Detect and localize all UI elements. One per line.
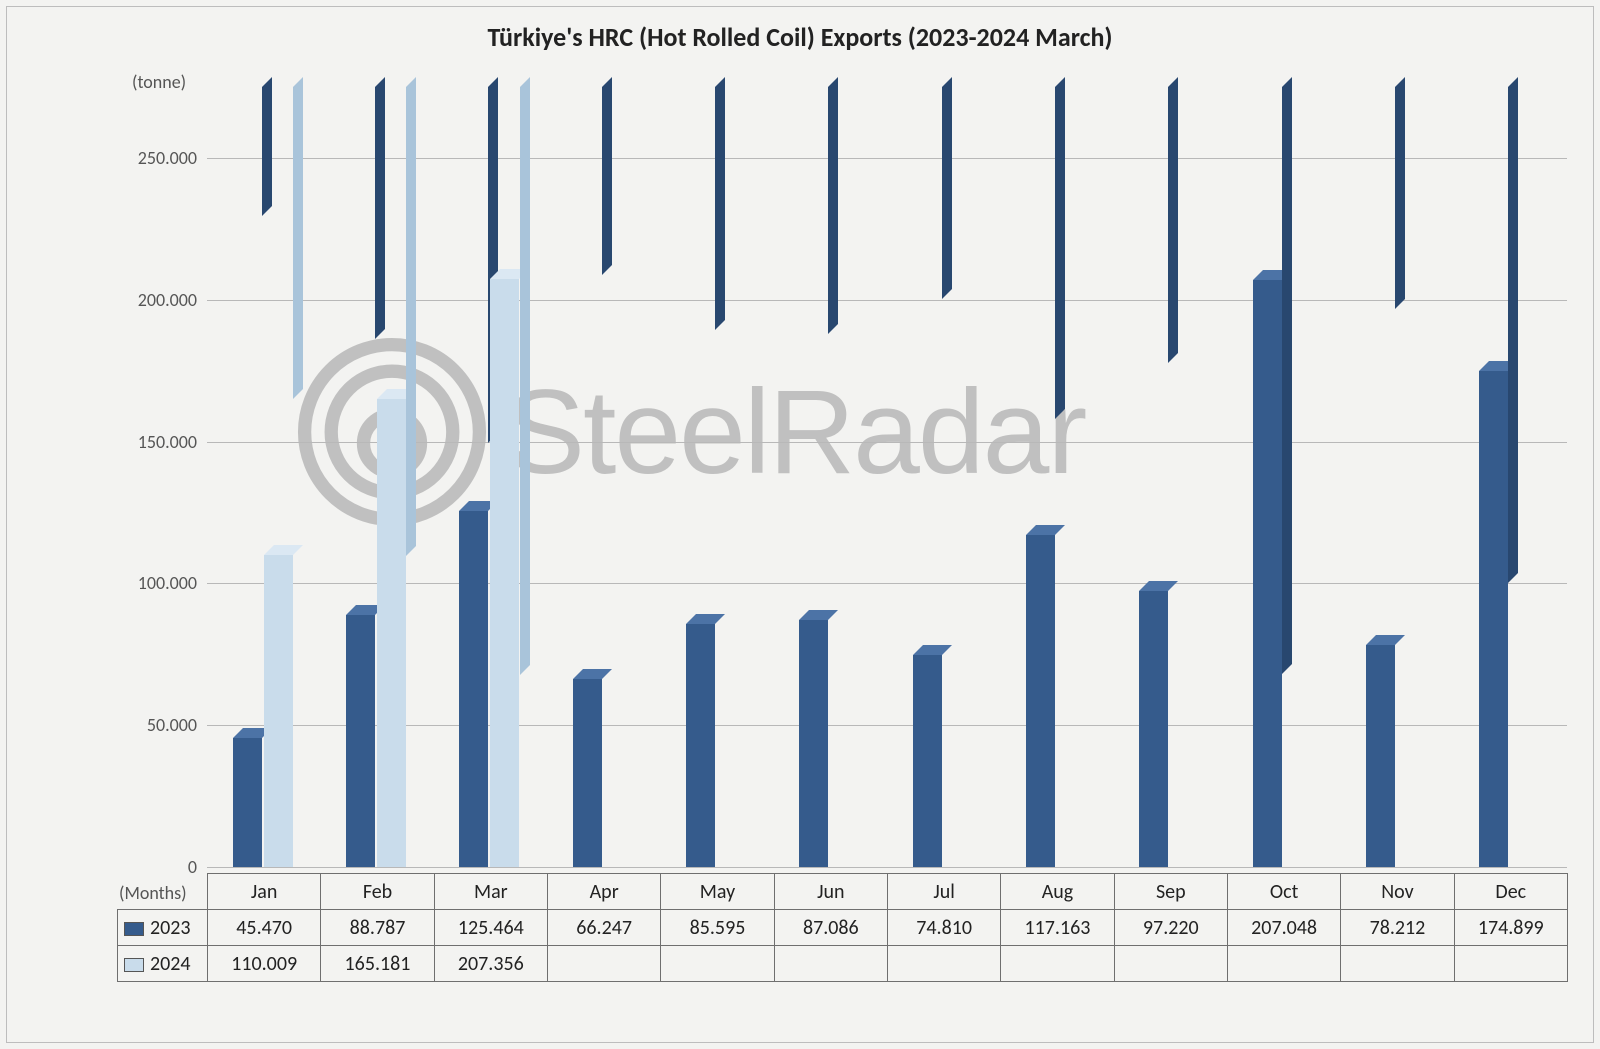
bar xyxy=(913,655,942,867)
y-axis-unit: (tonne) xyxy=(132,71,186,93)
table-series-header: 2024 xyxy=(118,946,208,982)
bar xyxy=(1139,591,1168,867)
table-cell: 97.220 xyxy=(1114,910,1227,946)
gridline xyxy=(207,725,1567,726)
table-cell xyxy=(1227,946,1340,982)
bar-top-face xyxy=(573,669,612,679)
table-month-header: Nov xyxy=(1341,874,1454,910)
table-cell: 125.464 xyxy=(434,910,547,946)
bar-side-face xyxy=(520,77,530,675)
bar xyxy=(1479,371,1508,867)
data-table: JanFebMarAprMayJunJulAugSepOctNovDec 2023… xyxy=(117,873,1568,982)
y-tick-label: 250.000 xyxy=(138,147,197,169)
bar xyxy=(377,399,406,868)
table-cell: 174.899 xyxy=(1454,910,1567,946)
series-name: 2024 xyxy=(150,952,191,976)
table-cell: 117.163 xyxy=(1001,910,1114,946)
gridline xyxy=(207,583,1567,584)
y-tick-label: 200.000 xyxy=(138,289,197,311)
table-month-header: Feb xyxy=(321,874,434,910)
table-cell: 85.595 xyxy=(661,910,774,946)
bar xyxy=(686,624,715,867)
legend-swatch xyxy=(124,958,144,972)
table-month-header: Aug xyxy=(1001,874,1114,910)
chart-frame: Türkiye's HRC (Hot Rolled Coil) Exports … xyxy=(6,6,1594,1043)
chart-title: Türkiye's HRC (Hot Rolled Coil) Exports … xyxy=(7,21,1593,53)
bar-top-face xyxy=(264,545,303,555)
bar-side-face xyxy=(375,77,385,339)
table-corner xyxy=(118,874,208,910)
table-cell: 207.048 xyxy=(1227,910,1340,946)
table-month-header: Mar xyxy=(434,874,547,910)
table-cell xyxy=(1001,946,1114,982)
gridline xyxy=(207,867,1567,868)
y-tick-label: 150.000 xyxy=(138,431,197,453)
bar-top-face xyxy=(1366,635,1405,645)
table-month-header: Jun xyxy=(774,874,887,910)
plot-area: SteelRadar 050.000100.000150.000200.0002… xyxy=(207,87,1567,867)
bar-side-face xyxy=(1168,77,1178,363)
bar xyxy=(573,679,602,867)
bar-side-face xyxy=(1055,77,1065,419)
table-month-header: May xyxy=(661,874,774,910)
table-cell xyxy=(1341,946,1454,982)
y-tick-label: 100.000 xyxy=(138,572,197,594)
table-cell: 74.810 xyxy=(887,910,1000,946)
table-cell xyxy=(1114,946,1227,982)
table-month-header: Jan xyxy=(208,874,321,910)
y-tick-label: 50.000 xyxy=(147,714,197,736)
bar-side-face xyxy=(406,77,416,556)
bar-top-face xyxy=(1026,525,1065,535)
table-cell xyxy=(887,946,1000,982)
table-cell xyxy=(1454,946,1567,982)
table-cell xyxy=(547,946,660,982)
table-month-header: Dec xyxy=(1454,874,1567,910)
table-cell: 45.470 xyxy=(208,910,321,946)
bar-side-face xyxy=(715,77,725,330)
table-month-header: Apr xyxy=(547,874,660,910)
table-cell: 165.181 xyxy=(321,946,434,982)
bar xyxy=(1026,535,1055,867)
bar-side-face xyxy=(828,77,838,334)
bar xyxy=(1366,645,1395,867)
table-month-header: Sep xyxy=(1114,874,1227,910)
bar-top-face xyxy=(686,614,725,624)
series-name: 2023 xyxy=(150,916,191,940)
bar-side-face xyxy=(942,77,952,299)
bar xyxy=(799,620,828,867)
table-cell: 88.787 xyxy=(321,910,434,946)
bar-side-face xyxy=(1282,77,1292,674)
bar xyxy=(264,555,293,867)
table-series-header: 2023 xyxy=(118,910,208,946)
bar xyxy=(490,279,519,867)
bar-top-face xyxy=(799,610,838,620)
bar xyxy=(346,615,375,867)
bar xyxy=(1253,280,1282,867)
bar-side-face xyxy=(1395,77,1405,309)
table-cell: 78.212 xyxy=(1341,910,1454,946)
bar-side-face xyxy=(1508,77,1518,583)
bar-side-face xyxy=(262,77,272,216)
table-cell: 110.009 xyxy=(208,946,321,982)
bar xyxy=(459,511,488,867)
table-cell: 87.086 xyxy=(774,910,887,946)
table-cell: 66.247 xyxy=(547,910,660,946)
bar-top-face xyxy=(913,645,952,655)
table-cell xyxy=(774,946,887,982)
table-month-header: Oct xyxy=(1227,874,1340,910)
bar xyxy=(233,738,262,867)
table-month-header: Jul xyxy=(887,874,1000,910)
bar-side-face xyxy=(602,77,612,275)
legend-swatch xyxy=(124,922,144,936)
bar-side-face xyxy=(293,77,303,399)
table-cell xyxy=(661,946,774,982)
table-cell: 207.356 xyxy=(434,946,547,982)
